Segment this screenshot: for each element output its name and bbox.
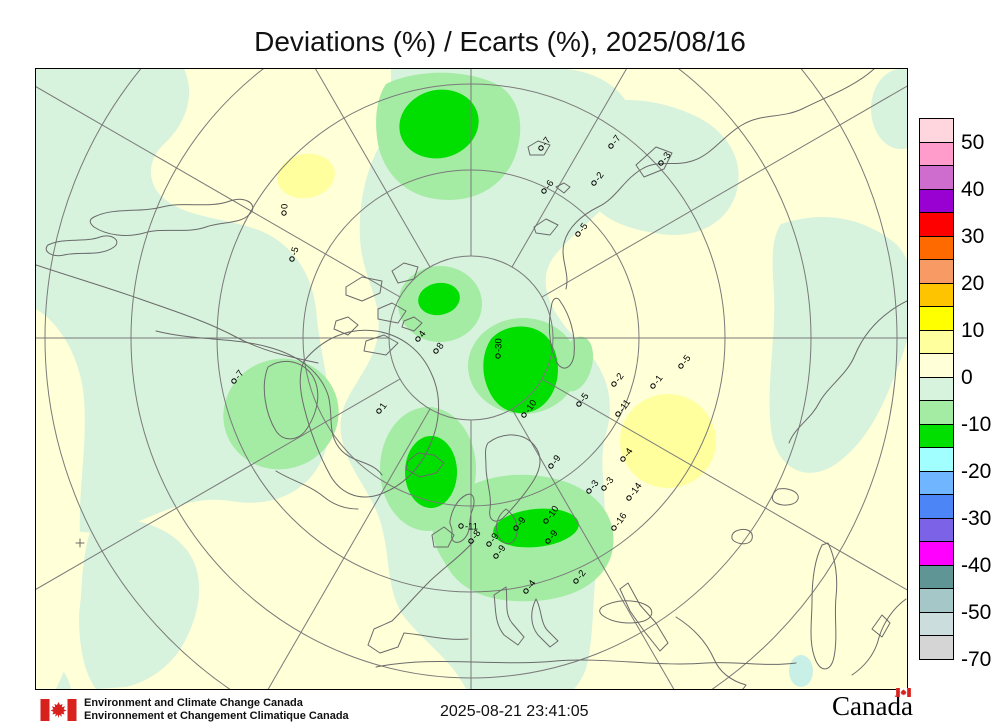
legend-band-16: [919, 494, 954, 519]
color-scale-legend: 50 40 30 20 10 0 -10 -20 -30 -40 -50 -70: [919, 118, 1000, 670]
org-name-fr: Environnement et Changement Climatique C…: [84, 709, 349, 722]
legend-band-21: [919, 611, 954, 636]
svg-text:8: 8: [435, 341, 447, 352]
legend-band-8: [919, 306, 954, 331]
svg-text:4: 4: [417, 329, 429, 340]
page-title: Deviations (%) / Ecarts (%), 2025/08/16: [254, 26, 746, 57]
svg-text:-5: -5: [289, 246, 302, 257]
generated-timestamp: 2025-08-21 23:41:05: [440, 703, 589, 720]
legend-band-18: [919, 541, 954, 566]
legend-band-15: [919, 470, 954, 495]
org-name-en: Environment and Climate Change Canada: [84, 697, 303, 709]
legend-band-6: [919, 259, 954, 284]
legend-tick-label: 40: [961, 177, 985, 201]
legend-tick-label: 50: [961, 130, 985, 154]
legend-tick-label: 0: [961, 365, 973, 389]
svg-text:0: 0: [280, 204, 291, 209]
coastlines: [36, 69, 907, 689]
station-marker: 0: [280, 204, 291, 216]
station-marker: 4: [415, 329, 429, 342]
legend-band-12: [919, 400, 954, 425]
legend-band-3: [919, 188, 954, 213]
legend-tick-label: 10: [961, 318, 985, 342]
org-name: Environment and Climate Change Canada En…: [84, 697, 349, 722]
legend-band-1: [919, 141, 954, 166]
legend-band-9: [919, 329, 954, 354]
legend-band-13: [919, 423, 954, 448]
legend-tick-label: -50: [961, 600, 992, 624]
legend-tick-label: 20: [961, 271, 985, 295]
legend-band-7: [919, 282, 954, 307]
legend-tick-label: -30: [961, 506, 992, 530]
legend-band-0: [919, 118, 954, 143]
contour-fill-aqua: [789, 655, 813, 687]
contour-fill-cream-strip: [36, 309, 85, 689]
legend-band-11: [919, 376, 954, 401]
wordmark-flag-icon: [896, 688, 911, 697]
legend-tick-label: 30: [961, 224, 985, 248]
legend-tick-label: -20: [961, 459, 992, 483]
station-marker: -11: [458, 522, 478, 533]
station-marker: -5: [289, 246, 302, 262]
legend-band-2: [919, 165, 954, 190]
legend-band-4: [919, 212, 954, 237]
legend-band-5: [919, 235, 954, 260]
legend-band-14: [919, 447, 954, 472]
legend-tick-label: -70: [961, 647, 992, 671]
map-frame: -30 -10 -5 -2 -11 -5 -1 -4 -3 -14 -16 -3 -9 -9 -10 -9 -9…: [35, 68, 908, 690]
canada-wordmark: Canada: [832, 688, 942, 721]
map-svg: -30-10-5-2-11-5-1-4-3 -14-16-3-9-9-10-9-9…: [36, 69, 907, 689]
contour-fill-green: [399, 89, 579, 548]
legend-band-20: [919, 588, 954, 613]
legend-tick-label: -10: [961, 412, 992, 436]
legend-tick-label: -40: [961, 553, 992, 577]
contour-fill-yellow: [277, 153, 716, 488]
legend-bands: [919, 118, 954, 660]
legend-labels: 50 40 30 20 10 0 -10 -20 -30 -40 -50 -70: [961, 119, 1000, 670]
legend-band-22: [919, 635, 954, 660]
svg-text:1: 1: [378, 401, 390, 412]
legend-band-10: [919, 353, 954, 378]
legend-band-19: [919, 564, 954, 589]
canada-flag-icon: [40, 699, 77, 721]
station-marker: 8: [433, 341, 447, 354]
legend-band-17: [919, 517, 954, 542]
graticule: [36, 69, 907, 689]
station-marker: 1: [376, 401, 390, 414]
station-marker: -30: [494, 338, 505, 359]
svg-text:-30: -30: [494, 338, 505, 352]
svg-text:-11: -11: [465, 522, 478, 533]
